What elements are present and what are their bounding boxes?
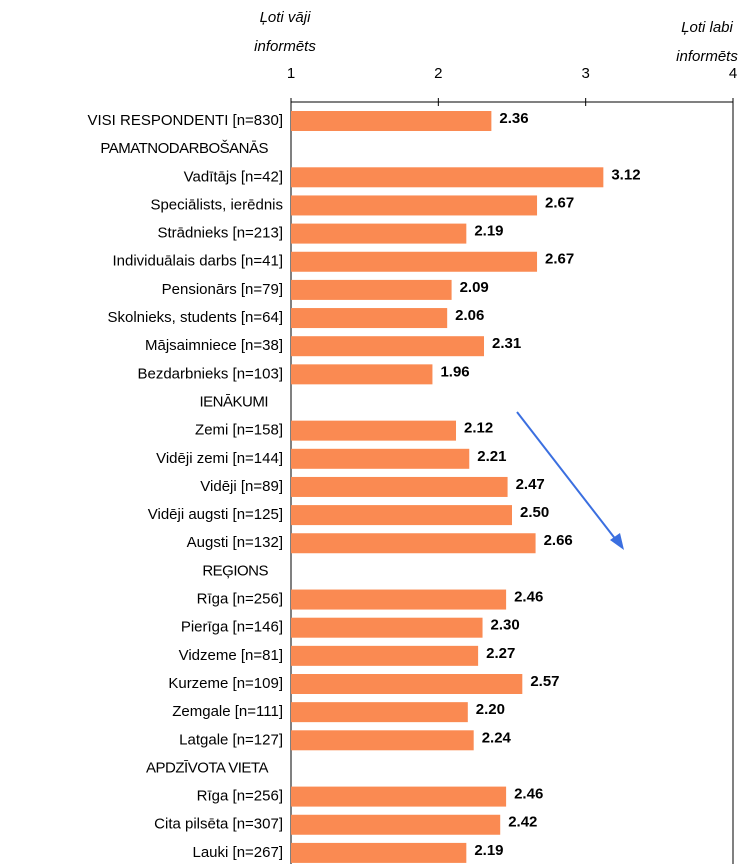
value-label: 2.19 (474, 223, 503, 240)
bar (291, 476, 508, 497)
bar (291, 308, 448, 329)
category-label: Rīga [n=256] (197, 591, 283, 608)
bar (291, 730, 474, 751)
bar (291, 674, 523, 694)
bar (291, 195, 538, 216)
category-label: Vidēji [n=89] (200, 478, 283, 495)
trend-arrow (516, 411, 621, 546)
bar (291, 842, 467, 863)
category-label: Latgale [n=127] (179, 731, 283, 748)
bar (291, 702, 468, 723)
bar (291, 111, 492, 131)
category-label: VISI RESPONDENTI [n=830] (88, 112, 284, 129)
category-label: Kurzeme [n=109] (168, 675, 283, 692)
value-label: 2.42 (508, 814, 537, 831)
value-label: 2.46 (514, 786, 543, 803)
category-label: Vadītājs [n=42] (184, 168, 283, 185)
value-label: 3.12 (611, 166, 640, 183)
bar (291, 533, 536, 554)
category-label: Rīga [n=256] (197, 788, 283, 805)
bar (291, 814, 501, 835)
value-label: 2.47 (516, 476, 545, 493)
value-label: 2.57 (530, 673, 559, 690)
x-tick-label: 1 (287, 65, 295, 82)
category-label: Cita pilsēta [n=307] (154, 816, 283, 833)
category-label: Vidzeme [n=81] (179, 647, 283, 664)
category-label: Vidēji zemi [n=144] (156, 450, 283, 467)
category-label: Zemgale [n=111] (172, 703, 283, 720)
category-label: Bezdarbnieks [n=103] (137, 365, 283, 382)
value-label: 2.06 (455, 307, 484, 324)
category-label: Individuālais darbs [n=41] (112, 253, 283, 270)
value-label: 2.27 (486, 645, 515, 662)
value-label: 2.30 (491, 617, 520, 634)
section-header: PAMATNODARBOŠANĀS (100, 140, 268, 157)
bar (291, 167, 604, 188)
bar (291, 786, 507, 807)
bar (291, 645, 479, 666)
category-label: Vidēji augsti [n=125] (148, 506, 283, 523)
value-label: 2.12 (464, 420, 493, 437)
x-tick-label: 2 (434, 65, 442, 82)
bar (291, 448, 470, 469)
value-label: 2.09 (460, 279, 489, 296)
category-label: Skolnieks, students [n=64] (107, 309, 283, 326)
value-label: 2.24 (482, 729, 512, 746)
arrow-head (610, 533, 624, 550)
bar (291, 505, 512, 526)
x-tick-label: 4 (729, 65, 737, 82)
value-label: 2.67 (545, 251, 574, 268)
section-header: APDZĪVOTA VIETA (146, 759, 268, 776)
bar (291, 589, 507, 610)
section-header: IENĀKUMI (199, 393, 268, 410)
bar (291, 420, 457, 441)
value-label: 2.36 (499, 110, 528, 127)
axis-annotation: Ļoti vāji (260, 9, 312, 26)
axis-annotation: informēts (676, 48, 738, 65)
value-label: 2.19 (474, 842, 503, 859)
value-label: 2.67 (545, 194, 574, 211)
x-tick-label: 3 (581, 65, 589, 82)
category-label: Pierīga [n=146] (181, 619, 283, 636)
axis-annotation: informēts (254, 38, 316, 55)
section-header: REĢIONS (202, 562, 268, 579)
bar (291, 279, 452, 300)
category-label: Mājsaimniece [n=38] (145, 337, 283, 354)
category-label: Speciālists, ierēdnis (150, 196, 283, 213)
category-label: Zemi [n=158] (195, 422, 283, 439)
value-label: 2.21 (477, 448, 506, 465)
bar (291, 223, 467, 244)
category-label: Strādnieks [n=213] (157, 225, 283, 242)
category-label: Pensionārs [n=79] (162, 281, 283, 298)
bar (291, 364, 433, 385)
bar (291, 336, 485, 357)
category-label: Augsti [n=132] (187, 534, 283, 551)
value-label: 2.66 (544, 532, 573, 549)
category-label: Lauki [n=267] (193, 844, 284, 861)
bar (291, 617, 483, 638)
value-label: 2.50 (520, 504, 549, 521)
axis-annotation: Ļoti labi (681, 19, 733, 36)
value-label: 1.96 (440, 363, 469, 380)
bar (291, 251, 538, 272)
value-label: 2.31 (492, 335, 521, 352)
value-label: 2.46 (514, 589, 543, 606)
value-label: 2.20 (476, 701, 505, 718)
